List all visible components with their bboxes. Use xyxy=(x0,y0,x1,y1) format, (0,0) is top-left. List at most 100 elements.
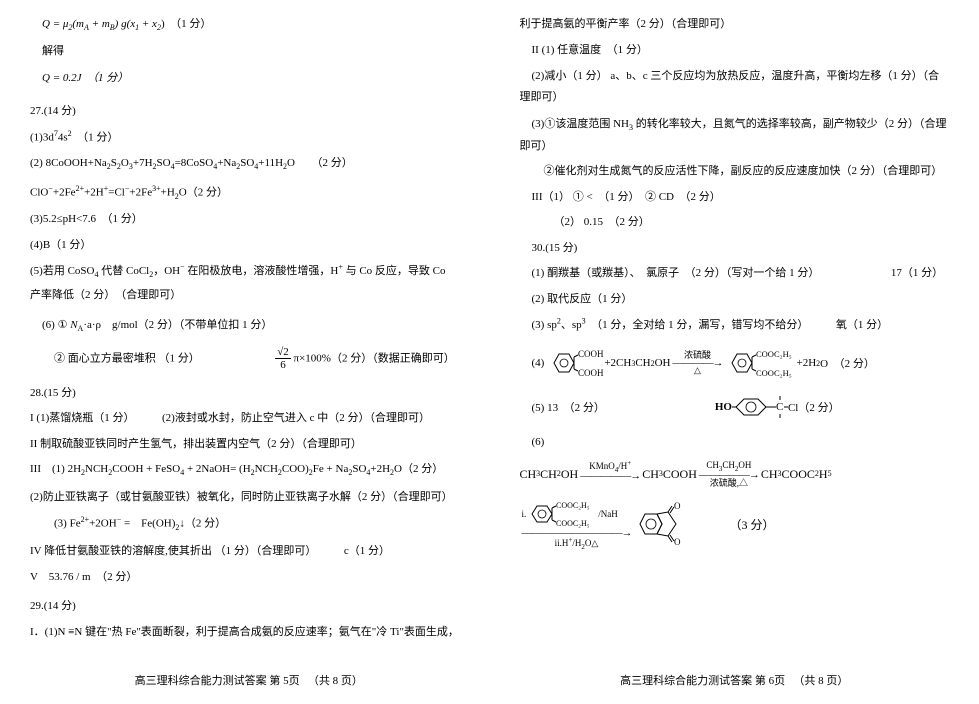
q28-header: 28.(15 分) xyxy=(30,385,468,402)
r-line4c: 即可） xyxy=(520,138,950,155)
t: O（2 分） xyxy=(394,463,443,475)
t: /H xyxy=(618,461,627,471)
t: CH xyxy=(706,460,719,470)
t: Fe + Na xyxy=(313,463,349,475)
t: = Fe(OH) xyxy=(121,518,175,530)
t: +Na xyxy=(217,157,236,169)
t: CH xyxy=(520,465,537,483)
t: CH xyxy=(540,465,557,483)
t: (4) xyxy=(532,357,545,369)
t: +2H xyxy=(796,357,816,369)
t: ↓（2 分） xyxy=(179,518,226,530)
q30-6-row1: CH3CH2OH KMnO4/H+ —————→ CH3COOH CH3CH2O… xyxy=(520,460,950,489)
q30-6-row2: i. COOC₂H₅ COOC₂H₅ /NaH ——————————→ ii.H… xyxy=(520,498,950,550)
svg-text:COOC₂H₅: COOC₂H₅ xyxy=(756,368,792,378)
t: ii.H xyxy=(555,538,569,548)
t: +2OH xyxy=(89,518,117,530)
t: (5) 13 （2 分） xyxy=(532,399,605,415)
eq-text: + m xyxy=(89,18,110,30)
t: O xyxy=(121,157,129,169)
indanedione-icon: O O xyxy=(634,502,690,546)
t: N xyxy=(70,319,77,331)
t: +2Fe xyxy=(53,186,76,198)
q28-V: V 53.76 / m （2 分） xyxy=(30,568,468,584)
q28-I-1: I (1)蒸馏烧瓶（1 分） (2)液封或水封，防止空气进入 c 中（2 分）（… xyxy=(30,410,468,427)
t: O （2 分） xyxy=(820,355,875,371)
eq-text: + x xyxy=(139,18,157,30)
t: 的转化率较大，且氮气的选择率较高，副产物较少（2 分）（合理 xyxy=(633,118,947,130)
footer-left: 高三理科综合能力测试答案 第 5页 （共 8 页） xyxy=(30,666,468,696)
arr-bot: △ xyxy=(694,366,701,375)
t: CH xyxy=(722,460,735,470)
r-line7: （2） 0.15 （2 分） xyxy=(520,214,950,231)
r-line6: III（1） ① < （1 分） ② CD （2 分） xyxy=(520,189,950,206)
q30-6-label: (6) xyxy=(520,434,950,451)
equation-result: Q = 0.2J （1 分） xyxy=(30,69,468,85)
t: COOC xyxy=(782,465,815,483)
q29-header: 29.(14 分) xyxy=(30,598,468,615)
t: ② 面心立方最密堆积 （1 分） xyxy=(54,352,200,364)
q27-6-2: ② 面心立方最密堆积 （1 分） √26 π×100%（2 分）（数据正确即可） xyxy=(30,347,468,371)
t: (3) Fe xyxy=(54,518,81,530)
q30-1: (1) 酮羰基（或羰基）、 氯原子 （2 分）（写对一个给 1 分） 17（1 … xyxy=(520,265,950,282)
reaction-arrow: KMnO4/H+ —————→ xyxy=(580,460,640,489)
t: COOH xyxy=(663,465,697,483)
t: π×100%（2 分）（数据正确即可） xyxy=(294,352,455,364)
t: +7H xyxy=(133,157,153,169)
q27-2: (2) 8CoOOH+Na2S2O3+7H2SO4=8CoSO4+Na2SO4+… xyxy=(30,155,468,173)
eq-text: (m xyxy=(72,18,84,30)
t: (5)若用 CoSO xyxy=(30,265,94,277)
reaction-arrow: CH3CH2OH —————→ 浓硫酸,△ xyxy=(699,461,759,488)
q27-3: (3)5.2≤pH<7.6 （1 分） xyxy=(30,211,468,228)
t: O （2 分） xyxy=(287,157,353,169)
para-benzene-icon xyxy=(732,394,770,420)
t: （1 分，全对给 1 分，漏写，错写均不给分） 氧（1 分） xyxy=(586,319,889,331)
t: O（2 分） xyxy=(179,186,228,198)
r-line2: II (1) 任意温度 （1 分） xyxy=(520,42,950,59)
t: +2H xyxy=(370,463,390,475)
page-left: Q = μ2(mA + mB) g(x1 + x2) （1 分） 解得 Q = … xyxy=(0,0,490,704)
q27-4: (4)B（1 分） xyxy=(30,237,468,254)
q28-II: II 制取硫酸亚铁同时产生氢气，排出装置内空气（2 分）（合理即可） xyxy=(30,436,468,453)
den: 6 xyxy=(275,359,291,371)
t: +2Fe xyxy=(129,186,152,198)
q28-IV: IV 降低甘氨酸亚铁的溶解度,使其折出 （1 分）（合理即可） c（1 分） xyxy=(30,543,468,560)
t: ClO xyxy=(30,186,48,198)
text: 4s xyxy=(58,132,68,144)
q27-5a: (5)若用 CoSO4 代替 CoCl2，OH− 在阳极放电，溶液酸性增强，H+… xyxy=(30,262,468,279)
q28-III-2: (2)防止亚铁离子（或甘氨酸亚铁）被氧化，同时防止亚铁离子水解（2 分）（合理即… xyxy=(30,489,468,506)
reaction-arrow: 浓硫酸 ————→ △ xyxy=(672,351,722,376)
t: /NaH xyxy=(598,510,618,519)
t: (3)①该温度范围 NH xyxy=(532,118,629,130)
t: OH xyxy=(655,357,671,369)
t: COO) xyxy=(282,463,309,475)
t: SO xyxy=(352,463,366,475)
q27-1: (1)3d74s2 （1 分） xyxy=(30,128,468,146)
reaction-arrow-multi: i. COOC₂H₅ COOC₂H₅ /NaH ——————————→ ii.H… xyxy=(522,498,632,550)
t: =8CoSO xyxy=(175,157,214,169)
q28-III-1: III (1) 2H2NCH2COOH + FeSO4 + 2NaOH= (H2… xyxy=(30,461,468,479)
t: COOH + FeSO xyxy=(112,463,180,475)
t: Cl（2 分） xyxy=(788,399,840,415)
q30-header: 30.(15 分) xyxy=(520,240,950,257)
q30-3: (3) sp2、sp3 （1 分，全对给 1 分，漏写，错写均不给分） 氧（1 … xyxy=(520,316,950,332)
benzene-dicooh-icon: COOH COOH xyxy=(544,346,604,380)
right-content: 利于提高氨的平衡产率（2 分）（合理即可） II (1) 任意温度 （1 分） … xyxy=(520,16,950,666)
svg-text:COOC₂H₅: COOC₂H₅ xyxy=(756,349,792,359)
t: NCH xyxy=(85,463,108,475)
t: +2CH xyxy=(604,357,631,369)
svg-text:O: O xyxy=(674,537,681,546)
t: 在阳极放电，溶液酸性增强，H xyxy=(185,265,339,277)
t: (2) 8CoOOH+Na xyxy=(30,157,107,169)
benzene-diester-small-icon: COOC₂H₅ COOC₂H₅ xyxy=(526,498,598,530)
t: HO xyxy=(715,401,732,413)
r-line4: (3)①该温度范围 NH3 的转化率较大，且氮气的选择率较高，副产物较少（2 分… xyxy=(520,115,950,132)
t: (6) ① xyxy=(42,319,70,331)
t: +11H xyxy=(258,157,283,169)
eq-text: ) g(x xyxy=(115,18,135,30)
r-line3b: 理即可） xyxy=(520,89,950,106)
benzene-diester-icon: COOC₂H₅ COOC₂H₅ xyxy=(724,346,796,380)
t: 与 Co 反应，导致 Co xyxy=(343,265,446,277)
t: OH xyxy=(738,460,751,470)
t: CH xyxy=(642,465,659,483)
